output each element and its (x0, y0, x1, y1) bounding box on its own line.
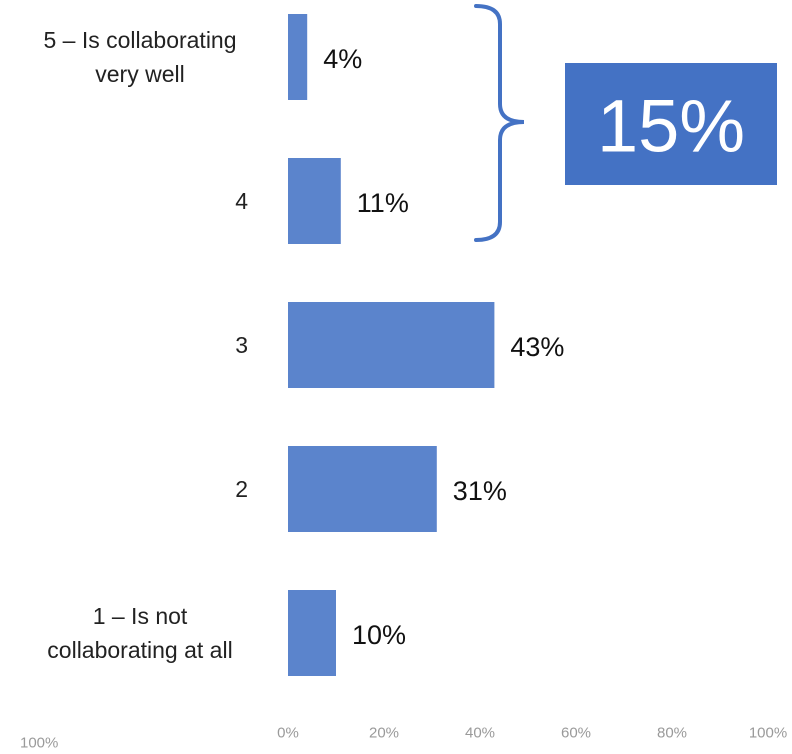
bars-group (288, 14, 495, 676)
category-label-4: 2 (235, 476, 248, 502)
callout-value: 15% (597, 85, 745, 168)
category-label-1-line-1: 5 – Is collaborating (43, 27, 236, 53)
callout-group: 15% (474, 4, 777, 242)
category-label-5-line-2: collaborating at all (47, 637, 232, 663)
curly-brace-bracket (474, 4, 525, 242)
extra-tick-label: 100% (20, 735, 58, 752)
x-tick-label-2: 40% (465, 725, 495, 742)
bar-3 (288, 302, 495, 388)
x-tick-label-4: 80% (657, 725, 687, 742)
category-label-5-line-1: 1 – Is not (93, 603, 188, 629)
data-labels-group: 4% 11% 43% 31% 10% (323, 44, 564, 650)
data-label-5: 10% (352, 620, 406, 650)
category-labels-group: 5 – Is collaborating very well 4 3 2 1 – Is n… (43, 27, 248, 663)
callout-box (565, 63, 777, 185)
x-tick-label-1: 20% (369, 725, 399, 742)
data-label-4: 31% (453, 476, 507, 506)
x-tick-label-3: 60% (561, 725, 591, 742)
bar-2 (288, 158, 341, 244)
bar-1 (288, 14, 308, 100)
bar-4 (288, 446, 437, 532)
x-tick-label-5: 100% (749, 725, 787, 742)
category-label-3: 3 (235, 332, 248, 358)
category-label-2: 4 (235, 188, 248, 214)
data-label-3: 43% (510, 332, 564, 362)
x-axis-ticks-group: 0% 20% 40% 60% 80% 100% 100% (20, 725, 787, 752)
category-label-1-line-2: very well (95, 61, 184, 87)
bar-5 (288, 590, 336, 676)
data-label-2: 11% (357, 188, 409, 218)
x-tick-label-0: 0% (277, 725, 299, 742)
data-label-1: 4% (323, 44, 362, 74)
